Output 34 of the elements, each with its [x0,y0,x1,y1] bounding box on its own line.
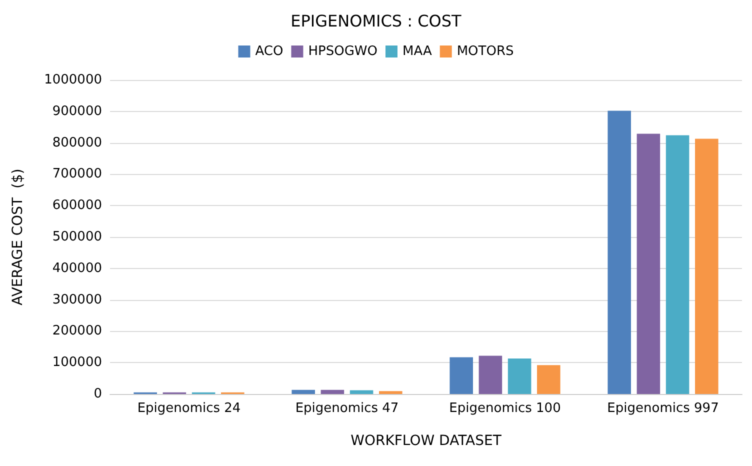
y-tick-label: 100000 [52,355,102,370]
x-axis-title: WORKFLOW DATASET [350,433,502,449]
legend-label: HPSOGWO [308,44,378,59]
bar [450,357,473,394]
bar [320,390,344,394]
y-tick-label: 800000 [52,135,102,150]
y-tick-label: 700000 [52,166,102,182]
bar [379,391,402,394]
legend-label: MAA [402,44,432,59]
bar [695,138,718,394]
x-tick-label: Epigenomics 100 [449,401,561,416]
y-tick-label: 1000000 [44,72,102,88]
bar [350,390,374,394]
x-tick-label: Epigenomics 47 [295,401,399,416]
x-tick-label: Epigenomics 997 [607,401,719,416]
y-tick-label: 400000 [52,260,102,276]
bar [508,358,532,394]
x-tick-label: Epigenomics 24 [137,401,241,416]
y-tick-label: 300000 [52,292,102,308]
y-tick-label: 500000 [52,230,102,244]
bar [636,134,660,394]
y-tick-label: 200000 [52,324,102,339]
bar [608,110,631,394]
y-tick-label: 600000 [52,198,102,214]
chart-title: EPIGENOMICS : COST [290,12,462,30]
bar [478,356,502,394]
bar [292,390,315,394]
legend-label: ACO [255,44,284,59]
bar [666,135,690,394]
y-tick-label: 900000 [52,104,102,119]
legend-label: MOTORS [456,44,514,59]
y-tick-label: 0 [94,386,102,402]
y-axis-title: AVERAGE COST ($) [10,168,26,306]
bar [537,365,560,394]
